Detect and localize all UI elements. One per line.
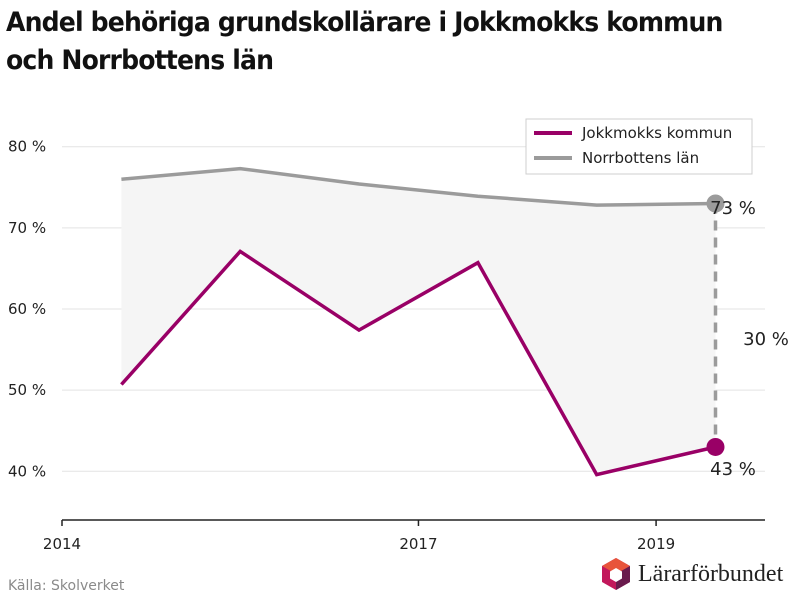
end-label-jokkmokks-kommun: 43 % bbox=[710, 459, 756, 480]
y-tick-label: 50 % bbox=[8, 381, 46, 399]
lararforbundet-logo: Lärarförbundet bbox=[600, 556, 783, 592]
end-label-norrbottens-lan: 73 % bbox=[710, 198, 756, 219]
legend-box bbox=[525, 118, 753, 175]
gap-label: 30 % bbox=[743, 329, 789, 350]
logo-text: Lärarförbundet bbox=[638, 560, 784, 587]
series-line-jokkmokks-kommun bbox=[120, 249, 716, 477]
legend: Jokkmokks kommun Norrbottens län bbox=[525, 118, 753, 175]
gap-area bbox=[121, 168, 716, 475]
x-axis: 2014 2017 2019 bbox=[43, 519, 765, 553]
y-tick-label: 60 % bbox=[8, 300, 46, 318]
legend-label-norrbottens-lan: Norrbottens län bbox=[582, 149, 699, 167]
x-tick-label: 2017 bbox=[399, 535, 437, 553]
series-line-norrbottens-lan bbox=[121, 166, 716, 207]
y-tick-label: 70 % bbox=[8, 219, 46, 237]
y-tick-label: 80 % bbox=[8, 138, 46, 156]
x-tick-label: 2019 bbox=[637, 535, 675, 553]
x-tick-label: 2014 bbox=[43, 535, 81, 553]
source-note: Källa: Skolverket bbox=[8, 578, 125, 594]
y-axis: 40 % 50 % 60 % 70 % 80 % bbox=[8, 138, 46, 481]
legend-label-jokkmokks-kommun: Jokkmokks kommun bbox=[581, 124, 732, 142]
end-point-jokkmokks-kommun bbox=[706, 437, 725, 456]
end-point-norrbottens-lan bbox=[706, 194, 725, 213]
chart-title: Andel behöriga grundskollärare i Jokkmok… bbox=[6, 7, 723, 76]
y-tick-label: 40 % bbox=[8, 462, 46, 480]
logo-mark-icon bbox=[602, 558, 630, 590]
